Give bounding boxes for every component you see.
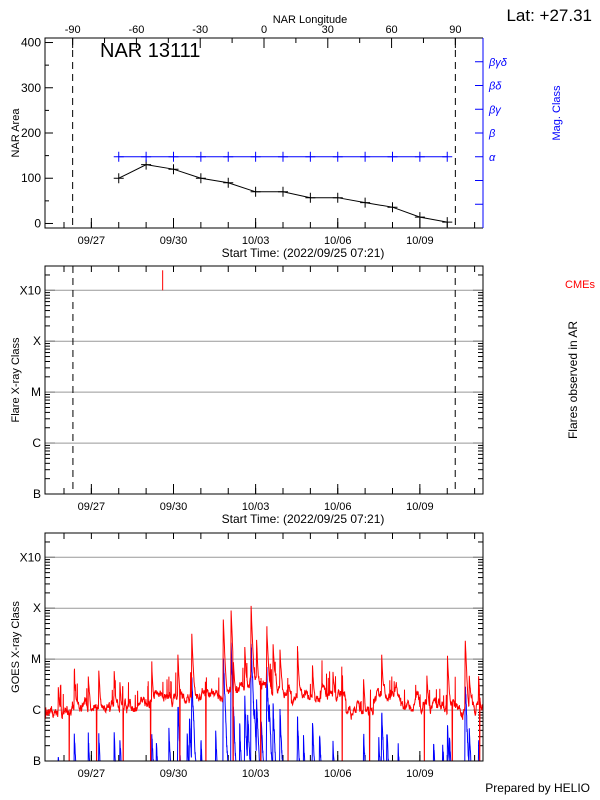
mag-class-data-point bbox=[223, 151, 234, 162]
x-tick-label: 10/09 bbox=[406, 501, 434, 513]
y-axis-label: GOES X-ray Class bbox=[10, 601, 22, 693]
y-tick-label: C bbox=[32, 436, 41, 450]
prepared-by-label: Prepared by HELIO bbox=[485, 781, 590, 795]
top-x-tick-label: -60 bbox=[128, 24, 144, 36]
panel-1: 09/27 09/30 10/03 10/06 10/09 Start Time: (20… bbox=[10, 14, 563, 260]
x-tick-label: 10/03 bbox=[242, 768, 270, 780]
x-axis-label: Start Time: (2022/09/25 07:21) bbox=[222, 246, 385, 260]
area-data-point bbox=[332, 192, 343, 203]
mag-class-data-point bbox=[332, 151, 343, 162]
y-tick-label: B bbox=[33, 487, 41, 501]
panel-3: 09/27 09/30 10/03 10/06 10/09 GOES X-ray Clas… bbox=[10, 532, 484, 780]
y-tick-label: 0 bbox=[34, 216, 41, 230]
area-data-point bbox=[168, 164, 179, 175]
mag-class-tick-label: β bbox=[488, 128, 496, 140]
mag-class-tick-label: α bbox=[489, 152, 496, 164]
mag-class-tick-label: βδ bbox=[488, 81, 502, 93]
y-axis-label: NAR Area bbox=[10, 108, 22, 158]
panel-2: 09/27 09/30 10/03 10/06 10/09 Start Time: (20… bbox=[10, 265, 595, 526]
area-data-point bbox=[442, 217, 453, 228]
mag-class-data-point bbox=[442, 151, 453, 162]
top-x-tick-label: -30 bbox=[192, 24, 208, 36]
mag-class-data-point bbox=[387, 151, 398, 162]
x-tick-label: 09/27 bbox=[78, 768, 106, 780]
x-tick-label: 09/30 bbox=[160, 235, 188, 247]
x-tick-label: 10/09 bbox=[406, 235, 434, 247]
area-data-point bbox=[250, 186, 261, 197]
plot-frame bbox=[44, 532, 484, 762]
region-label: NAR 13111 bbox=[100, 40, 200, 62]
top-x-axis-label: NAR Longitude bbox=[273, 14, 348, 26]
plot-frame bbox=[44, 37, 483, 229]
mag-class-data-point bbox=[113, 151, 124, 162]
x-tick-label: 10/06 bbox=[324, 235, 352, 247]
mag-class-data-point bbox=[414, 151, 425, 162]
area-data-point bbox=[223, 177, 234, 188]
y-tick-label: 200 bbox=[21, 126, 41, 140]
area-data-point bbox=[195, 173, 206, 184]
y-tick-label: M bbox=[31, 652, 41, 666]
mag-class-data-point bbox=[305, 151, 316, 162]
goes-long-channel-line bbox=[44, 605, 484, 762]
area-data-point bbox=[113, 173, 124, 184]
top-x-tick-label: 30 bbox=[322, 24, 334, 36]
x-tick-label: 09/30 bbox=[160, 768, 188, 780]
y-tick-label: X bbox=[33, 601, 41, 615]
y-tick-label: X10 bbox=[20, 283, 42, 297]
top-x-tick-label: 90 bbox=[449, 24, 461, 36]
y-tick-label: 100 bbox=[21, 171, 41, 185]
y-tick-label: B bbox=[33, 754, 41, 768]
plot-frame bbox=[44, 265, 484, 495]
y-tick-label: M bbox=[31, 385, 41, 399]
y-tick-label: 300 bbox=[21, 81, 41, 95]
x-tick-label: 10/06 bbox=[324, 768, 352, 780]
area-data-point bbox=[414, 212, 425, 223]
mag-class-data-point bbox=[277, 151, 288, 162]
mag-class-data-point bbox=[195, 151, 206, 162]
area-data-point bbox=[387, 202, 398, 213]
y-tick-label: X bbox=[33, 334, 41, 348]
y-axis-label: Flare X-ray Class bbox=[10, 337, 22, 422]
x-tick-label: 10/06 bbox=[324, 501, 352, 513]
x-tick-label: 09/27 bbox=[78, 235, 106, 247]
y-tick-label: X10 bbox=[20, 550, 42, 564]
mag-class-data-point bbox=[360, 151, 371, 162]
x-tick-label: 10/09 bbox=[406, 768, 434, 780]
y-tick-label: 400 bbox=[21, 36, 41, 50]
top-x-tick-label: -90 bbox=[65, 24, 81, 36]
area-data-point bbox=[277, 186, 288, 197]
x-axis-label: Start Time: (2022/09/25 07:21) bbox=[222, 512, 385, 526]
mag-class-tick-label: βγ bbox=[488, 104, 502, 116]
y2-axis-label: Flares observed in AR bbox=[566, 321, 580, 439]
area-data-point bbox=[360, 197, 371, 208]
area-data-point bbox=[305, 192, 316, 203]
y2-axis-label: Mag. Class bbox=[551, 85, 563, 141]
mag-class-data-point bbox=[141, 151, 152, 162]
goes-short-channel-line bbox=[45, 642, 483, 763]
mag-class-data-point bbox=[168, 151, 179, 162]
mag-class-data-point bbox=[250, 151, 261, 162]
x-tick-label: 10/03 bbox=[242, 501, 270, 513]
x-tick-label: 09/27 bbox=[78, 501, 106, 513]
top-x-tick-label: 0 bbox=[261, 24, 267, 36]
x-tick-label: 09/30 bbox=[160, 501, 188, 513]
cme-label: CMEs bbox=[565, 279, 595, 291]
top-x-tick-label: 60 bbox=[385, 24, 397, 36]
y-tick-label: C bbox=[32, 703, 41, 717]
x-tick-label: 10/03 bbox=[242, 235, 270, 247]
mag-class-tick-label: βγδ bbox=[488, 57, 508, 69]
lat-label: Lat: +27.31 bbox=[506, 6, 592, 25]
